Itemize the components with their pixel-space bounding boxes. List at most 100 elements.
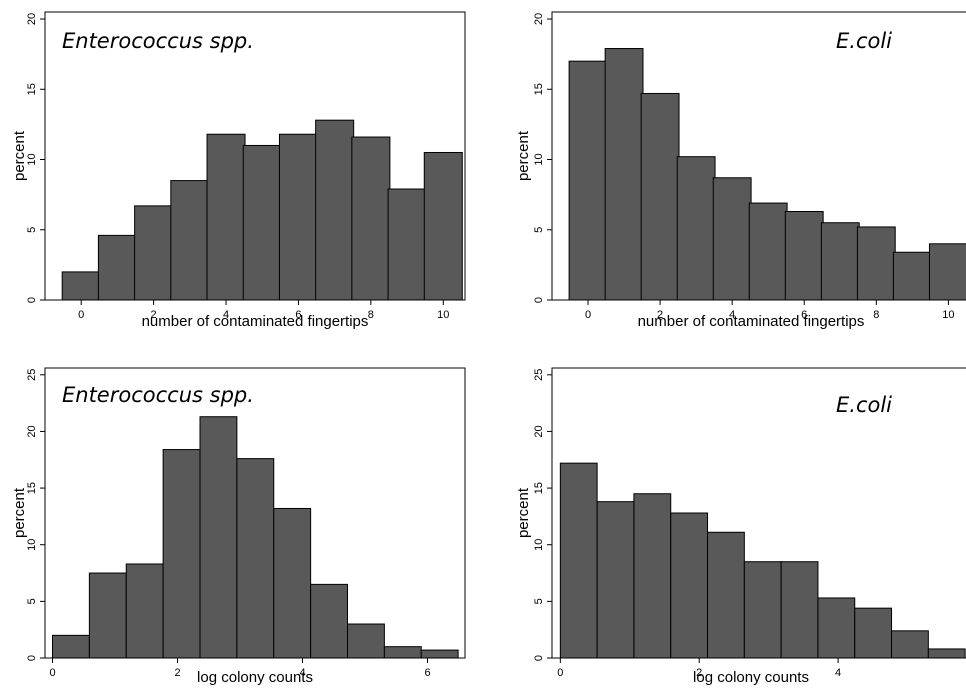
bar bbox=[347, 623, 385, 659]
x-tick-label: 2 bbox=[657, 309, 663, 321]
bar bbox=[892, 251, 932, 301]
y-tick-label: 15 bbox=[533, 83, 545, 95]
bar bbox=[351, 136, 391, 301]
bar bbox=[748, 202, 788, 301]
bar bbox=[854, 607, 893, 659]
organism-annotation: E.coli bbox=[836, 393, 892, 417]
y-tick-label: 10 bbox=[533, 539, 545, 551]
y-tick-label: 15 bbox=[26, 83, 38, 95]
bar bbox=[604, 48, 644, 301]
x-tick-label: 10 bbox=[942, 309, 954, 321]
bar bbox=[820, 222, 860, 301]
x-tick-label: 0 bbox=[49, 667, 55, 679]
y-tick-label: 0 bbox=[533, 297, 545, 303]
bar bbox=[383, 646, 422, 659]
x-tick-label: 6 bbox=[424, 667, 430, 679]
bar bbox=[596, 501, 635, 659]
bar bbox=[273, 507, 312, 659]
x-tick-label: 6 bbox=[801, 309, 807, 321]
x-tick-label: 4 bbox=[223, 309, 229, 321]
y-tick-label: 20 bbox=[533, 13, 545, 25]
y-tick-label: 0 bbox=[26, 655, 38, 661]
y-tick-label: 20 bbox=[26, 425, 38, 437]
bar bbox=[712, 177, 752, 301]
panel-entero-fingertips: 0 2 4 6 8 10 0 5 10 15 20 number of contaminated fi… bbox=[11, 11, 466, 330]
bar bbox=[236, 458, 275, 659]
bar bbox=[640, 92, 680, 301]
organism-annotation: E.coli bbox=[836, 29, 892, 53]
bar bbox=[52, 634, 90, 659]
panel-ecoli-logcounts: 0 2 4 0 5 10 15 20 25 log colony counts percent E.c… bbox=[515, 367, 966, 686]
x-tick-label: 10 bbox=[437, 309, 449, 321]
bar bbox=[707, 531, 745, 659]
bar bbox=[784, 210, 824, 301]
panel-ecoli-fingertips: 0 2 4 6 8 10 0 5 10 15 20 number of contaminated fi… bbox=[515, 11, 966, 330]
bar bbox=[162, 449, 201, 659]
x-tick-label: 4 bbox=[729, 309, 735, 321]
bar bbox=[780, 561, 819, 659]
bar bbox=[559, 462, 598, 659]
bar bbox=[61, 271, 101, 301]
x-tick-label: 2 bbox=[174, 667, 180, 679]
bar bbox=[633, 493, 672, 659]
bar bbox=[170, 180, 210, 301]
x-tick-label: 0 bbox=[585, 309, 591, 321]
y-axis-title: percent bbox=[515, 130, 532, 181]
x-tick-label: 8 bbox=[873, 309, 879, 321]
y-tick-label: 10 bbox=[533, 153, 545, 165]
organism-annotation: Enterococcus spp. bbox=[62, 29, 254, 53]
bar bbox=[817, 597, 856, 659]
x-tick-label: 2 bbox=[151, 309, 157, 321]
bar bbox=[97, 234, 137, 301]
bar bbox=[387, 188, 427, 301]
y-tick-label: 10 bbox=[26, 539, 38, 551]
x-axis-title: log colony counts bbox=[693, 669, 809, 686]
y-tick-label: 25 bbox=[26, 369, 38, 381]
bar bbox=[310, 583, 348, 659]
x-tick-label: 4 bbox=[299, 667, 305, 679]
bar bbox=[206, 133, 246, 301]
bar bbox=[134, 205, 174, 301]
y-tick-label: 5 bbox=[26, 598, 38, 604]
y-tick-label: 15 bbox=[26, 482, 38, 494]
x-tick-label: 4 bbox=[835, 667, 841, 679]
x-tick-label: 2 bbox=[696, 667, 702, 679]
y-axis-title: percent bbox=[11, 487, 28, 538]
bar bbox=[88, 572, 127, 659]
bar bbox=[278, 133, 318, 301]
y-axis-title: percent bbox=[515, 487, 532, 538]
y-tick-label: 0 bbox=[26, 297, 38, 303]
bar bbox=[856, 226, 896, 301]
y-tick-label: 5 bbox=[533, 227, 545, 233]
x-axis-title: number of contaminated fingertips bbox=[638, 313, 865, 330]
y-tick-label: 25 bbox=[533, 369, 545, 381]
y-tick-label: 5 bbox=[533, 598, 545, 604]
bar bbox=[670, 512, 709, 659]
bar bbox=[891, 630, 929, 659]
bar bbox=[928, 243, 966, 301]
organism-annotation: Enterococcus spp. bbox=[62, 383, 254, 407]
bar bbox=[423, 151, 463, 301]
bar bbox=[568, 60, 608, 301]
y-tick-label: 10 bbox=[26, 153, 38, 165]
bar bbox=[927, 648, 966, 659]
bar bbox=[676, 156, 716, 301]
y-tick-label: 5 bbox=[26, 227, 38, 233]
bar bbox=[315, 119, 355, 301]
bar bbox=[420, 649, 459, 659]
y-tick-label: 15 bbox=[533, 482, 545, 494]
x-tick-label: 8 bbox=[368, 309, 374, 321]
bar bbox=[743, 561, 782, 659]
bar bbox=[199, 416, 238, 659]
y-axis-title: percent bbox=[11, 130, 28, 181]
x-tick-label: 0 bbox=[557, 667, 563, 679]
y-tick-label: 20 bbox=[26, 13, 38, 25]
x-axis-title: log colony counts bbox=[197, 669, 313, 686]
panel-entero-logcounts: 0 2 4 6 0 5 10 15 20 25 log colony counts percent En… bbox=[11, 367, 466, 686]
y-tick-label: 20 bbox=[533, 425, 545, 437]
x-axis-title: number of contaminated fingertips bbox=[142, 313, 369, 330]
x-tick-label: 0 bbox=[78, 309, 84, 321]
x-tick-label: 6 bbox=[295, 309, 301, 321]
y-tick-label: 0 bbox=[533, 655, 545, 661]
